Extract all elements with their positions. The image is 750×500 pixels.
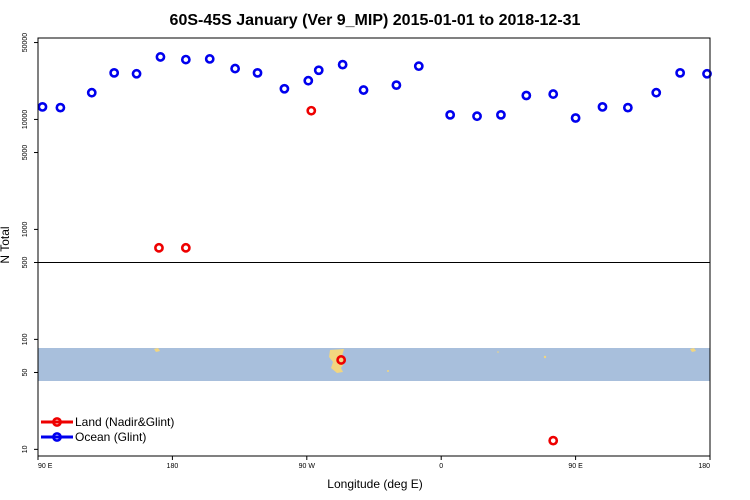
- y-tick-label: 10: [22, 445, 29, 453]
- legend: Land (Nadir&Glint) Ocean (Glint): [41, 415, 174, 444]
- ocean-point: [651, 87, 662, 98]
- ocean-point: [358, 85, 369, 95]
- land-point: [306, 105, 317, 116]
- ocean-point: [131, 68, 142, 79]
- ocean-point: [180, 54, 191, 65]
- y-axis: 10 50 100 500 1000 5000 10000 50000: [22, 33, 38, 453]
- x-axis: 90 E 180 90 W 0 90 E 180: [37, 456, 711, 470]
- ocean-point: [279, 83, 290, 94]
- ocean-band: [38, 348, 710, 381]
- x-tick-label: 90 E: [568, 463, 583, 470]
- ocean-point: [413, 61, 424, 72]
- ocean-point: [597, 101, 608, 112]
- ocean-point: [521, 90, 532, 101]
- x-tick-label: 180: [698, 463, 710, 470]
- land-point: [154, 242, 164, 253]
- legend-land-label: Land (Nadir&Glint): [75, 415, 174, 429]
- y-tick-label: 500: [22, 257, 29, 269]
- ocean-point: [496, 109, 506, 120]
- sub-antarctic-island: [497, 351, 499, 353]
- points-layer: [37, 52, 712, 446]
- land-point: [548, 435, 559, 446]
- ocean-point: [622, 102, 633, 113]
- legend-ocean-marker: [52, 432, 62, 442]
- ocean-point: [570, 113, 581, 123]
- ocean-point: [472, 111, 482, 122]
- ocean-point: [55, 102, 66, 113]
- ocean-point: [675, 67, 686, 78]
- new-zealand-island: [154, 348, 160, 352]
- ocean-point: [303, 75, 314, 86]
- y-tick-label: 50: [22, 368, 29, 376]
- x-tick-label: 180: [167, 463, 179, 470]
- chart-title: 60S-45S January (Ver 9_MIP) 2015-01-01 t…: [170, 12, 581, 29]
- legend-item-ocean: Ocean (Glint): [41, 430, 146, 444]
- y-axis-label: N Total: [0, 226, 12, 263]
- falkland-islands: [387, 370, 389, 372]
- ocean-point: [37, 101, 48, 112]
- ocean-point: [109, 67, 120, 78]
- y-tick-label: 5000: [22, 145, 29, 161]
- y-tick-label: 10000: [22, 110, 29, 130]
- ocean-point: [391, 80, 402, 91]
- x-tick-label: 90 W: [299, 463, 316, 470]
- ocean-point: [548, 89, 559, 99]
- ocean-point: [252, 67, 263, 78]
- ocean-point: [445, 109, 456, 120]
- ocean-point: [204, 54, 215, 64]
- y-tick-label: 100: [22, 333, 29, 345]
- x-tick-label: 0: [439, 463, 443, 470]
- y-tick-label: 1000: [22, 222, 29, 238]
- legend-item-land: Land (Nadir&Glint): [41, 415, 174, 429]
- ocean-point: [337, 59, 348, 70]
- x-axis-label: Longitude (deg E): [327, 477, 422, 491]
- ocean-point: [155, 52, 166, 62]
- map-band: [38, 348, 710, 381]
- y-tick-label: 50000: [22, 33, 29, 53]
- kerguelen-islands: [543, 355, 547, 359]
- land-point: [180, 242, 191, 253]
- legend-land-marker: [52, 417, 62, 427]
- land-point: [336, 355, 347, 365]
- ocean-point: [230, 63, 241, 74]
- x-tick-label: 90 E: [38, 463, 53, 470]
- plot-frame: [37, 37, 711, 457]
- ocean-point: [313, 65, 324, 76]
- ocean-point: [702, 68, 712, 79]
- new-zealand-island-right: [690, 348, 696, 352]
- legend-ocean-label: Ocean (Glint): [75, 430, 146, 444]
- ocean-point: [86, 87, 97, 98]
